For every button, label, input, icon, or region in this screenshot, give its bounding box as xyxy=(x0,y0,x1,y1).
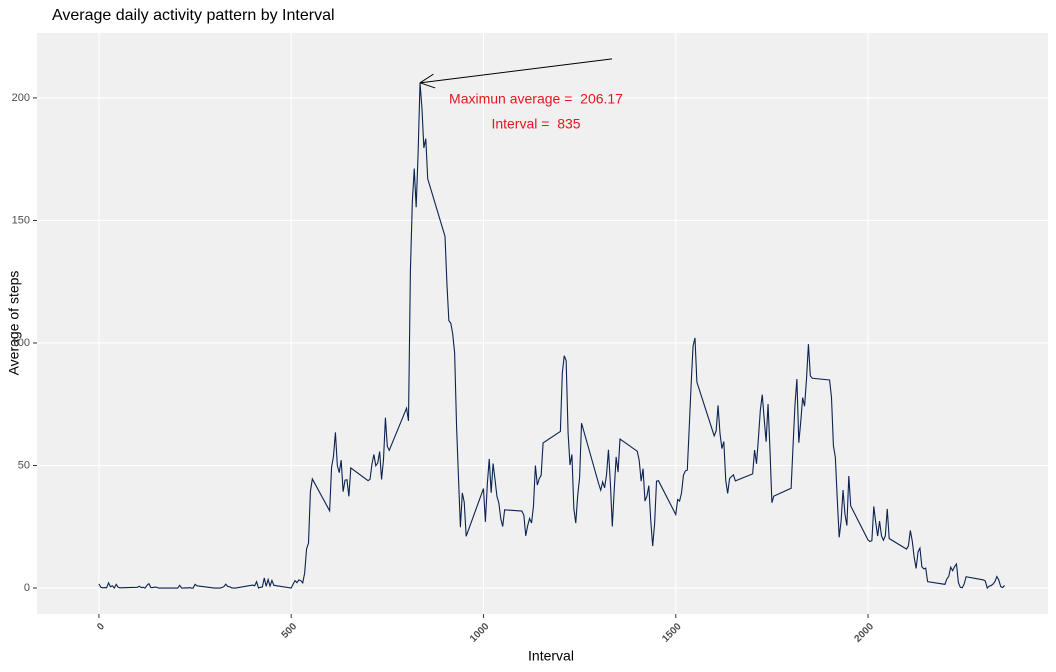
plot-panel xyxy=(37,33,1048,614)
line-series xyxy=(98,82,1005,590)
x-tick-label: 1500 xyxy=(660,621,684,645)
annotation: Interval = 835 xyxy=(491,116,580,132)
chart-title: Average daily activity pattern by Interv… xyxy=(52,7,335,24)
y-tick-label: 150 xyxy=(12,214,30,226)
annotation-arrow xyxy=(419,58,613,84)
x-tick-label: 0 xyxy=(95,621,107,633)
x-axis-title: Interval xyxy=(528,648,574,664)
x-tick-label: 1000 xyxy=(468,621,492,645)
y-tick-label: 50 xyxy=(18,459,30,471)
y-axis-title: Average of steps xyxy=(6,271,22,376)
annotation: Maximun average = 206.17 xyxy=(449,91,623,107)
arrow-head xyxy=(419,82,436,89)
arrow-head xyxy=(419,73,434,84)
y-tick-label: 100 xyxy=(12,337,30,349)
x-tick-label: 500 xyxy=(280,621,300,641)
x-tick-label: 2000 xyxy=(853,621,877,645)
y-tick-label: 200 xyxy=(12,92,30,104)
y-tick-label: 0 xyxy=(24,582,30,594)
